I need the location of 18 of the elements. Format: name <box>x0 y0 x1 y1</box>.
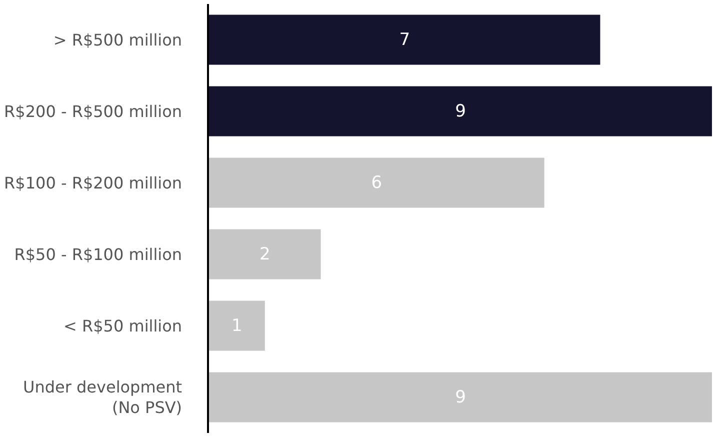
y-tick-label: < R$50 million <box>64 316 182 336</box>
y-tick-label: Under development (No PSV) <box>22 377 182 418</box>
y-tick-label: > R$500 million <box>53 30 182 50</box>
bar <box>209 229 321 280</box>
y-tick-label: R$200 - R$500 million <box>4 102 182 121</box>
data-label: 7 <box>399 30 410 50</box>
data-label: 6 <box>371 172 382 193</box>
y-tick-label: R$50 - R$100 million <box>14 244 182 264</box>
data-label: 9 <box>455 101 466 122</box>
bar <box>209 372 712 422</box>
data-label: 2 <box>259 244 270 264</box>
bar <box>209 86 712 136</box>
bar <box>209 300 265 351</box>
y-tick-label: R$100 - R$200 million <box>4 173 182 192</box>
bar <box>209 14 600 65</box>
data-label: 1 <box>232 316 242 336</box>
bar <box>209 158 544 208</box>
data-label: 9 <box>455 387 466 408</box>
